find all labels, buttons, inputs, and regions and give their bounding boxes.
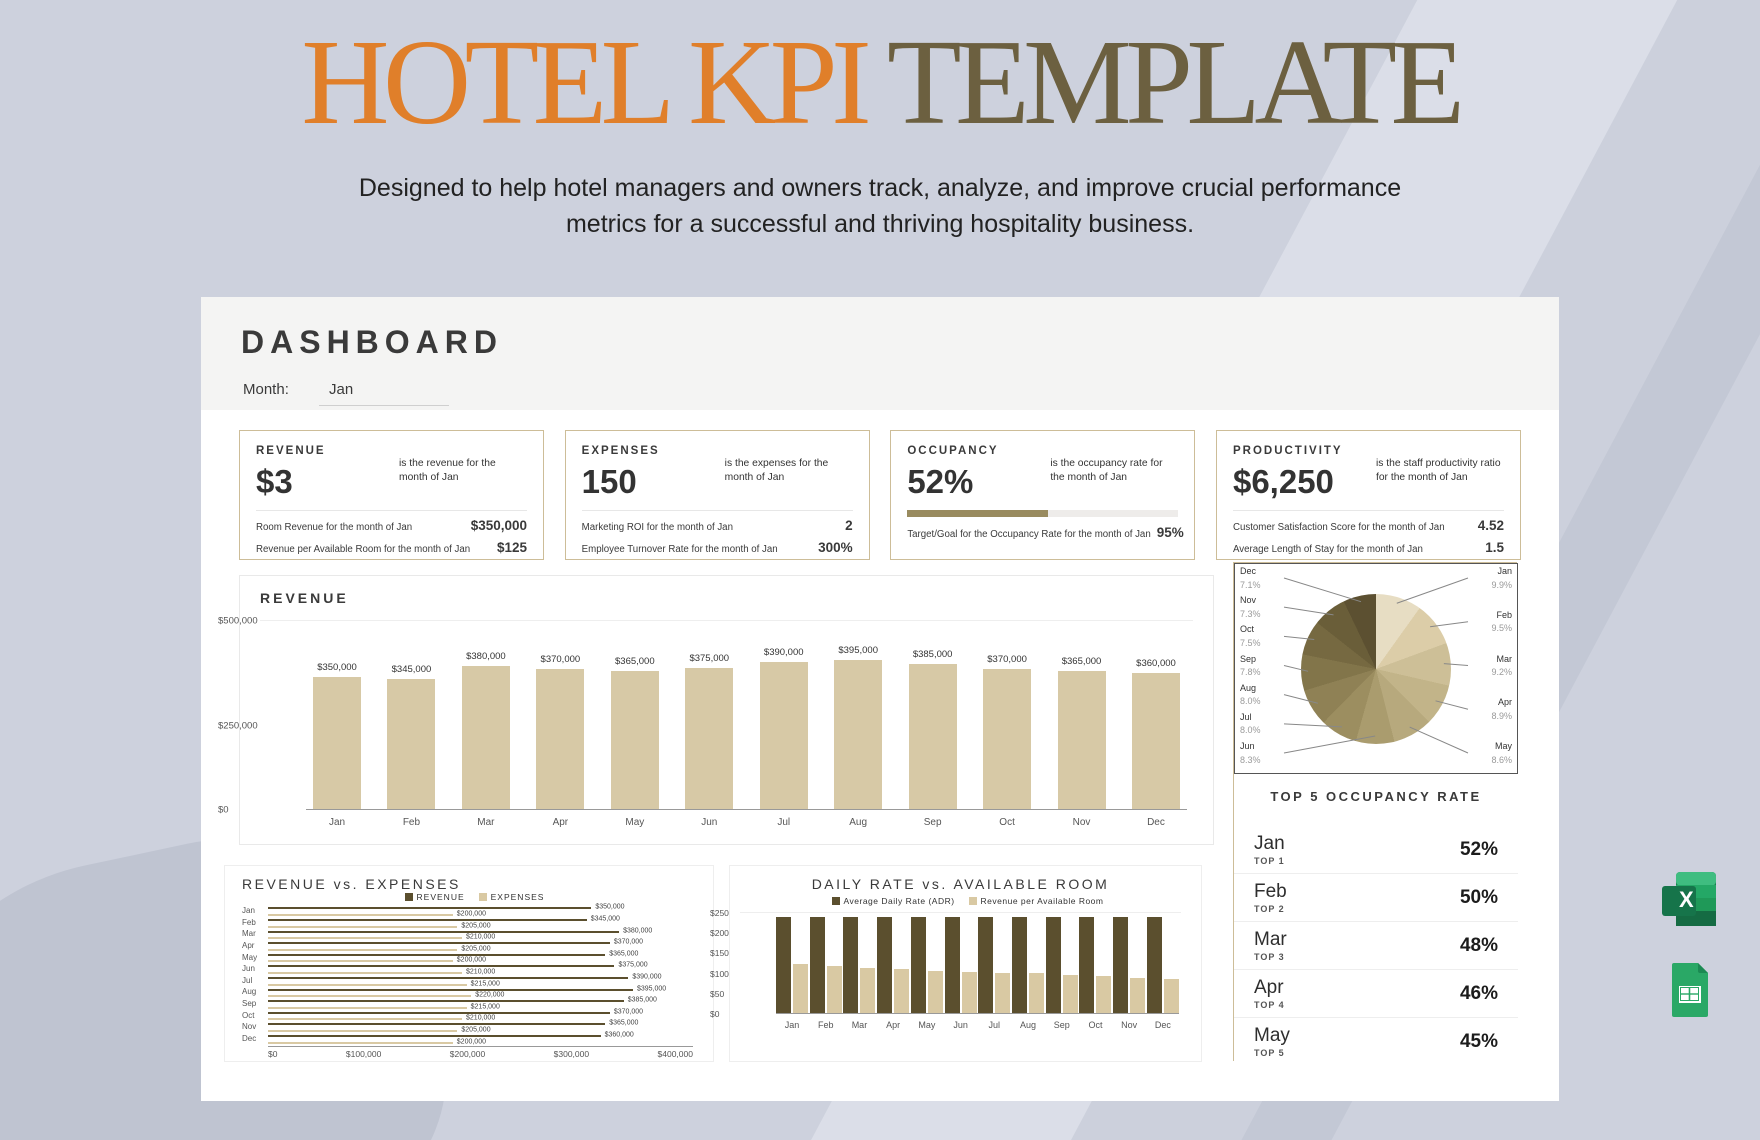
svg-text:X: X xyxy=(1679,887,1694,912)
